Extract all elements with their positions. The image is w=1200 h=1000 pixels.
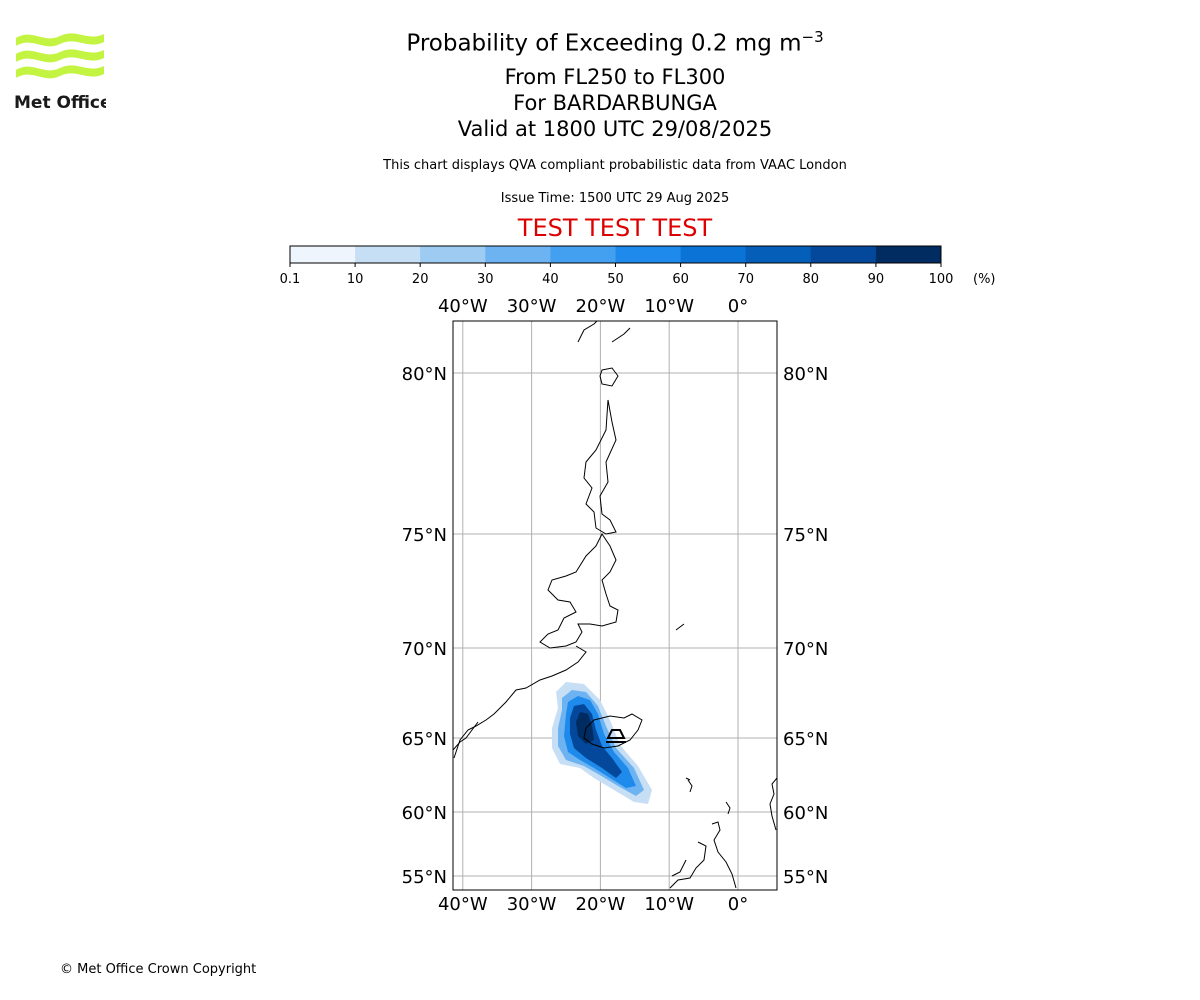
longitude-label: 10°W bbox=[644, 894, 694, 915]
colorbar-cell bbox=[485, 246, 551, 263]
valid-time: Valid at 1800 UTC 29/08/2025 bbox=[457, 117, 773, 141]
longitude-label: 30°W bbox=[507, 296, 557, 317]
great-britain-ireland bbox=[669, 821, 737, 889]
latitude-label: 55°N bbox=[402, 867, 447, 888]
description: This chart displays QVA compliant probab… bbox=[383, 158, 847, 173]
colorbar-tick-label: 20 bbox=[412, 272, 429, 287]
greenland-east-coast bbox=[453, 321, 631, 759]
title-main: Probability of Exceeding 0.2 mg m bbox=[406, 30, 802, 57]
axis-labels: 40°W 40°W 30°W 30°W 20°W 20°W 10°W 10°W 0° 0° 80°N… bbox=[402, 296, 829, 915]
coastlines bbox=[453, 321, 777, 889]
colorbar-tick-label: 50 bbox=[607, 272, 624, 287]
colorbar-cell bbox=[810, 246, 877, 263]
latitude-label: 60°N bbox=[783, 803, 828, 824]
latitude-label: 75°N bbox=[402, 525, 447, 546]
latitude-label: 70°N bbox=[783, 639, 828, 660]
greenland-sw bbox=[453, 721, 479, 751]
volcano-name: For BARDARBUNGA bbox=[513, 91, 717, 115]
colorbar-cell bbox=[355, 246, 421, 263]
jan-mayen bbox=[675, 623, 685, 631]
longitude-label: 0° bbox=[728, 894, 748, 915]
title-exponent: −3 bbox=[801, 28, 824, 46]
map: 40°W 40°W 30°W 30°W 20°W 20°W 10°W 10°W 0° 0° 80°N… bbox=[402, 296, 829, 915]
graticule bbox=[453, 321, 777, 890]
volcano-marker-icon bbox=[606, 729, 626, 743]
met-office-waves-icon bbox=[16, 33, 104, 79]
colorbar-tick-label: 60 bbox=[672, 272, 689, 287]
chart-subtitle-block: From FL250 to FL300 For BARDARBUNGA Vali… bbox=[0, 64, 1200, 142]
colorbar-tick-label: 90 bbox=[868, 272, 885, 287]
latitude-label: 70°N bbox=[402, 639, 447, 660]
colorbar-cell bbox=[875, 246, 942, 263]
colorbar-unit: (%) bbox=[973, 272, 996, 287]
map-frame bbox=[452, 320, 778, 891]
longitude-label: 20°W bbox=[576, 894, 626, 915]
colorbar-tick-label: 80 bbox=[803, 272, 820, 287]
latitude-label: 65°N bbox=[402, 729, 447, 750]
colorbar-cell bbox=[680, 246, 747, 263]
longitude-label: 10°W bbox=[644, 296, 694, 317]
plume-max bbox=[576, 712, 594, 744]
latitude-label: 80°N bbox=[783, 364, 828, 385]
faroe-islands bbox=[685, 777, 693, 793]
colorbar-cell bbox=[745, 246, 812, 263]
longitude-label: 40°W bbox=[438, 296, 488, 317]
longitude-label: 30°W bbox=[507, 894, 557, 915]
shetland bbox=[725, 801, 731, 815]
latitude-label: 75°N bbox=[783, 525, 828, 546]
colorbar-cell bbox=[420, 246, 486, 263]
longitude-label: 40°W bbox=[438, 894, 488, 915]
colorbar-tick-label: 40 bbox=[542, 272, 559, 287]
latitude-label: 55°N bbox=[783, 867, 828, 888]
colorbar-ticks: 0.1 10 20 30 40 50 60 70 80 90 100 bbox=[280, 263, 954, 287]
latitude-label: 80°N bbox=[402, 364, 447, 385]
logo-text: Met Office bbox=[14, 93, 106, 112]
colorbar-tick-label: 10 bbox=[347, 272, 364, 287]
colorbar-tick-label: 100 bbox=[929, 272, 954, 287]
iceland-coast bbox=[583, 713, 643, 749]
issue-time: Issue Time: 1500 UTC 29 Aug 2025 bbox=[500, 191, 730, 206]
map-background bbox=[453, 321, 777, 890]
ash-plume bbox=[552, 682, 652, 804]
norway-coast bbox=[769, 777, 777, 831]
met-office-logo: Met Office bbox=[14, 33, 106, 112]
longitude-label: 0° bbox=[728, 296, 748, 317]
chart-title: Probability of Exceeding 0.2 mg m−3 bbox=[0, 28, 1200, 57]
test-banner: TEST TEST TEST bbox=[517, 214, 713, 242]
latitude-label: 65°N bbox=[783, 729, 828, 750]
colorbar-cells bbox=[290, 246, 942, 263]
colorbar-cell bbox=[550, 246, 616, 263]
colorbar-tick-label: 70 bbox=[737, 272, 754, 287]
colorbar-cell bbox=[615, 246, 682, 263]
colorbar: 0.1 10 20 30 40 50 60 70 80 90 100 (%) bbox=[280, 245, 996, 287]
latitude-label: 60°N bbox=[402, 803, 447, 824]
longitude-label: 20°W bbox=[576, 296, 626, 317]
colorbar-tick-label: 0.1 bbox=[280, 272, 301, 287]
colorbar-cell bbox=[290, 246, 356, 263]
level-range: From FL250 to FL300 bbox=[504, 65, 726, 89]
colorbar-tick-label: 30 bbox=[477, 272, 494, 287]
copyright: © Met Office Crown Copyright bbox=[60, 962, 257, 977]
